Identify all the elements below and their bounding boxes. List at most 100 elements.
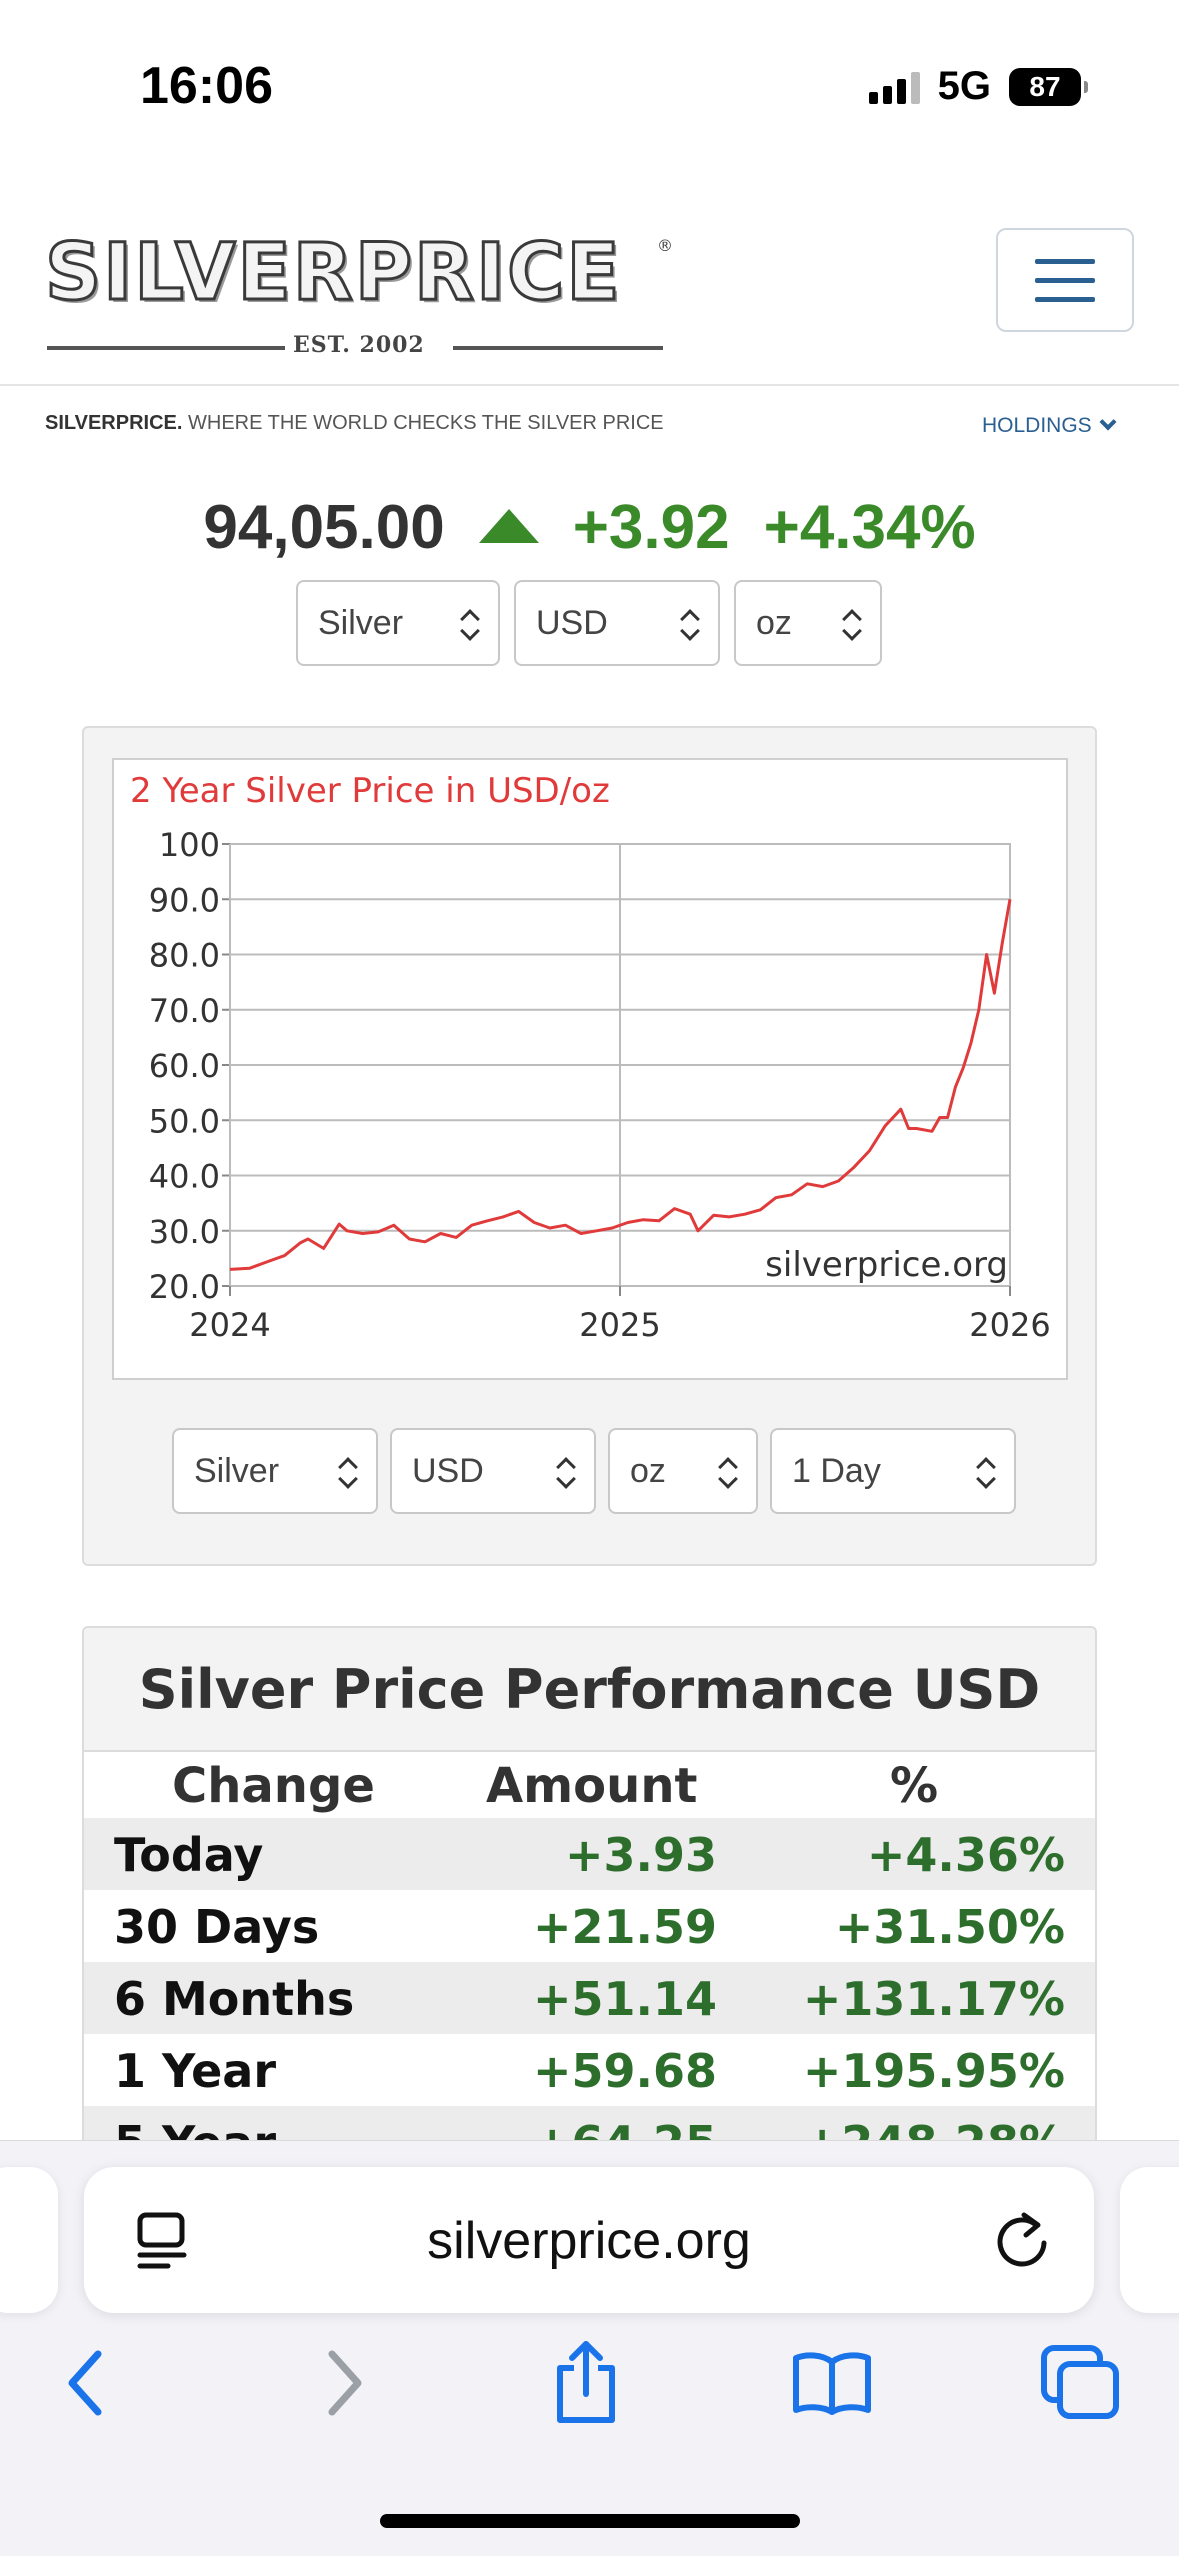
forward-icon[interactable] xyxy=(318,2348,368,2418)
x-tick-label: 2026 xyxy=(969,1306,1050,1344)
metal-select-value: Silver xyxy=(318,603,404,642)
chart-metal-select[interactable]: Silver xyxy=(172,1428,378,1514)
row-label: 5 Year xyxy=(114,2116,277,2146)
holdings-label: HOLDINGS xyxy=(982,414,1092,437)
address-bar[interactable]: silverprice.org xyxy=(84,2167,1094,2313)
row-amount: +3.93 xyxy=(564,1828,717,1882)
logo-wordmark: SILVERPRICE xyxy=(44,227,622,320)
table-row: 1 Year +59.68 +195.95% xyxy=(84,2034,1095,2106)
tabs-icon[interactable] xyxy=(1040,2344,1122,2422)
performance-table: Silver Price Performance USD Change Amou… xyxy=(82,1626,1097,2146)
select-arrows-icon xyxy=(460,608,480,642)
price-chart: 2 Year Silver Price in USD/oz 20.0 30.0 40.… xyxy=(130,771,1051,1344)
row-amount: +51.14 xyxy=(532,1972,717,2026)
header-change: Change xyxy=(172,1758,375,1814)
chart-box: 2 Year Silver Price in USD/oz 20.0 30.0 40.… xyxy=(112,758,1068,1380)
unit-select-value: oz xyxy=(756,603,792,642)
home-indicator[interactable] xyxy=(380,2514,800,2528)
row-amount: +21.59 xyxy=(532,1900,717,1954)
header-amount: Amount xyxy=(486,1758,698,1814)
performance-header: Change Amount % xyxy=(84,1752,1095,1818)
tagline-text: WHERE THE WORLD CHECKS THE SILVER PRICE xyxy=(182,412,664,434)
price-change-pct: +4.34% xyxy=(763,493,976,562)
status-bar: 16:06 5G 87 xyxy=(0,0,1179,170)
table-row: 5 Year +64.25 +248.28% xyxy=(84,2106,1095,2146)
select-arrows-icon xyxy=(842,608,862,642)
chart-title: 2 Year Silver Price in USD/oz xyxy=(130,771,610,811)
previous-tab-peek[interactable] xyxy=(0,2167,58,2313)
logo-rule-right xyxy=(453,346,663,350)
row-amount: +59.68 xyxy=(532,2044,717,2098)
reload-icon[interactable] xyxy=(992,2209,1052,2271)
header-pct: % xyxy=(890,1758,939,1814)
chart-metal-value: Silver xyxy=(194,1451,280,1490)
y-tick-label: 30.0 xyxy=(149,1213,220,1251)
up-triangle-icon xyxy=(478,508,539,543)
network-label: 5G xyxy=(937,64,991,108)
reader-mode-icon[interactable] xyxy=(134,2211,190,2271)
y-tick-label: 90.0 xyxy=(149,881,220,919)
share-icon[interactable] xyxy=(552,2338,620,2426)
select-arrows-icon xyxy=(556,1456,576,1490)
y-tick-label: 20.0 xyxy=(149,1268,220,1306)
y-tick-label: 100 xyxy=(159,826,220,864)
menu-button[interactable] xyxy=(996,228,1134,332)
series-line xyxy=(229,899,1012,1271)
tagline: SILVERPRICE. WHERE THE WORLD CHECKS THE … xyxy=(45,412,664,435)
logo-est: EST. 2002 xyxy=(293,332,425,358)
row-label: 6 Months xyxy=(114,1972,355,2026)
table-row: 30 Days +21.59 +31.50% xyxy=(84,1890,1095,1962)
bookmarks-icon[interactable] xyxy=(790,2350,874,2416)
chart-unit-select[interactable]: oz xyxy=(608,1428,758,1514)
row-pct: +248.28% xyxy=(802,2116,1065,2146)
y-tick-label: 40.0 xyxy=(149,1158,220,1196)
logo-rule-left xyxy=(47,346,285,350)
y-tick-label: 70.0 xyxy=(149,992,220,1030)
battery-icon: 87 xyxy=(1009,67,1088,106)
x-tick-label: 2024 xyxy=(189,1306,270,1344)
row-label: 1 Year xyxy=(114,2044,277,2098)
row-pct: +131.17% xyxy=(802,1972,1065,2026)
chart-period-value: 1 Day xyxy=(792,1451,881,1490)
y-tick-label: 50.0 xyxy=(149,1102,220,1140)
row-label: 30 Days xyxy=(114,1900,320,1954)
currency-select-value: USD xyxy=(536,603,608,642)
status-time: 16:06 xyxy=(140,57,273,115)
chart-panel: 2 Year Silver Price in USD/oz 20.0 30.0 40.… xyxy=(82,726,1097,1566)
chart-currency-value: USD xyxy=(412,1451,484,1490)
registered-mark: ® xyxy=(657,236,673,255)
row-pct: +4.36% xyxy=(866,1828,1065,1882)
signal-icon xyxy=(868,70,920,104)
chart-currency-select[interactable]: USD xyxy=(390,1428,596,1514)
select-arrows-icon xyxy=(680,608,700,642)
table-row: Today +3.93 +4.36% xyxy=(84,1818,1095,1890)
price-change: +3.92 xyxy=(572,493,730,562)
chart-period-select[interactable]: 1 Day xyxy=(770,1428,1016,1514)
chart-unit-value: oz xyxy=(630,1451,666,1490)
chevron-down-icon xyxy=(1099,413,1117,431)
holdings-dropdown[interactable]: HOLDINGS xyxy=(982,413,1117,438)
back-icon[interactable] xyxy=(62,2348,112,2418)
performance-title: Silver Price Performance USD xyxy=(84,1628,1095,1752)
y-tick-label: 60.0 xyxy=(149,1047,220,1085)
hamburger-icon xyxy=(1035,258,1095,264)
select-arrows-icon xyxy=(338,1456,358,1490)
spot-price: 94,05.00 xyxy=(203,493,445,562)
silverprice-logo[interactable]: SILVERPRICE ® EST. 2002 xyxy=(44,227,675,359)
next-tab-peek[interactable] xyxy=(1120,2167,1179,2313)
x-tick-label: 2025 xyxy=(579,1306,660,1344)
select-arrows-icon xyxy=(718,1456,738,1490)
table-row: 6 Months +51.14 +131.17% xyxy=(84,1962,1095,2034)
unit-select[interactable]: oz xyxy=(734,580,882,666)
currency-select[interactable]: USD xyxy=(514,580,720,666)
row-pct: +195.95% xyxy=(802,2044,1065,2098)
url-text[interactable]: silverprice.org xyxy=(427,2212,751,2270)
select-arrows-icon xyxy=(976,1456,996,1490)
chart-watermark: silverprice.org xyxy=(765,1245,1008,1285)
site-header: SILVERPRICE ® EST. 2002 xyxy=(0,200,1179,386)
row-pct: +31.50% xyxy=(834,1900,1065,1954)
price-row: 94,05.00 +3.92 +4.34% xyxy=(0,492,1179,563)
metal-select[interactable]: Silver xyxy=(296,580,500,666)
status-right: 5G 87 xyxy=(868,64,1088,109)
tagline-brand: SILVERPRICE. xyxy=(45,412,183,434)
